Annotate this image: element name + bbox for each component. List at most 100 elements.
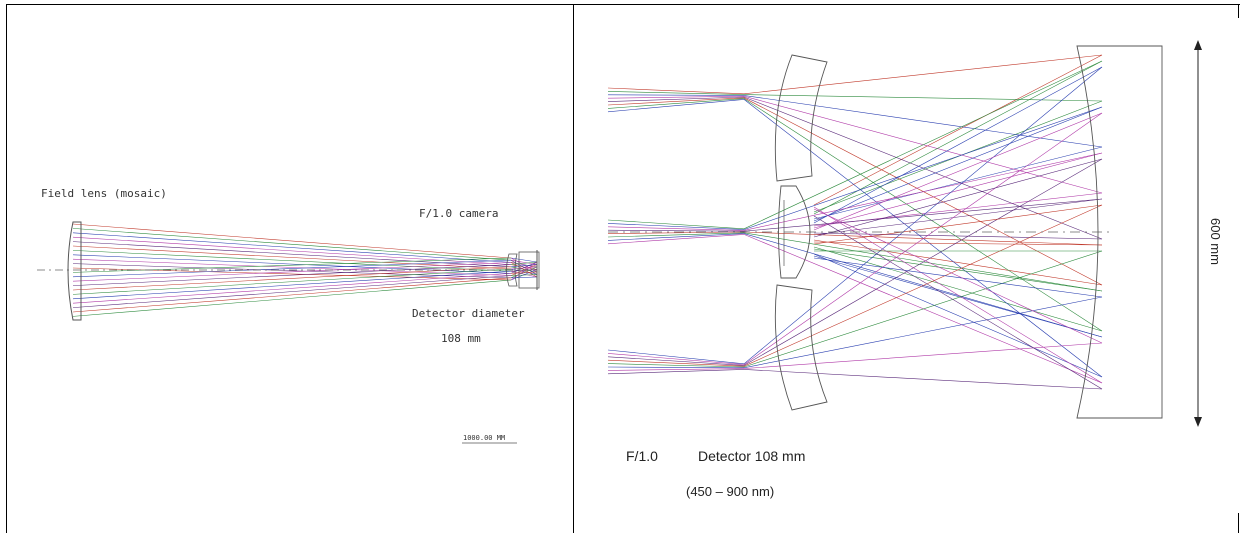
- detector-diameter-label: Detector diameter: [412, 307, 525, 320]
- light-ray: [72, 268, 512, 295]
- light-ray: [813, 241, 1103, 246]
- light-ray: [607, 234, 745, 245]
- light-ray: [72, 259, 512, 278]
- light-ray: [743, 112, 1103, 365]
- light-ray: [607, 94, 745, 96]
- light-ray: [72, 236, 512, 265]
- camera-optics-group: [506, 250, 540, 290]
- light-ray: [607, 219, 745, 230]
- light-ray: [607, 366, 745, 369]
- light-ray: [72, 232, 512, 263]
- light-ray: [72, 245, 512, 270]
- light-ray: [813, 204, 1103, 245]
- light-ray: [813, 255, 1103, 338]
- light-ray: [607, 363, 745, 368]
- light-ray: [813, 253, 1103, 378]
- camera-label: F/1.0 camera: [419, 207, 498, 220]
- light-ray: [72, 263, 512, 279]
- detector-size-label: 108 mm: [441, 332, 481, 345]
- right-ray-bundle: [607, 54, 1103, 390]
- light-ray: [813, 146, 1103, 220]
- light-ray: [743, 342, 1103, 369]
- light-ray: [607, 95, 745, 99]
- frame-left-border: [6, 4, 7, 533]
- field-lens-shape: [67, 221, 82, 321]
- light-ray: [607, 99, 745, 113]
- light-ray: [607, 96, 745, 102]
- frame-top-border: [6, 4, 1240, 5]
- light-ray: [813, 106, 1103, 222]
- light-ray: [72, 270, 512, 300]
- light-ray: [743, 54, 1103, 95]
- left-layout-diagram: Field lens (mosaic) F/1.0 camera Detecto…: [37, 187, 540, 444]
- light-ray: [813, 112, 1103, 231]
- frame-divider: [573, 4, 574, 533]
- light-ray: [72, 273, 512, 304]
- light-ray: [607, 368, 745, 371]
- light-ray: [743, 106, 1103, 230]
- light-ray: [607, 232, 745, 238]
- light-ray: [72, 223, 512, 259]
- wavelength-range-label: (450 – 900 nm): [686, 484, 774, 499]
- light-ray: [607, 349, 745, 365]
- light-ray: [813, 60, 1103, 215]
- light-ray: [510, 257, 538, 263]
- light-ray: [813, 198, 1103, 236]
- light-ray: [72, 277, 512, 313]
- left-ray-bundle: [72, 223, 538, 317]
- light-ray: [813, 257, 1103, 298]
- light-ray: [813, 246, 1103, 332]
- light-ray: [743, 158, 1103, 366]
- light-ray: [607, 356, 745, 366]
- corrector-lens-top: [774, 54, 828, 182]
- frame-right-tick-bottom: [1238, 513, 1239, 533]
- light-ray: [72, 264, 512, 286]
- light-ray: [72, 279, 512, 317]
- light-ray: [813, 158, 1103, 238]
- light-ray: [72, 258, 512, 276]
- light-ray: [607, 229, 745, 232]
- light-ray: [72, 241, 512, 268]
- light-ray: [743, 95, 1103, 148]
- light-ray: [813, 215, 1103, 390]
- field-lens-label: Field lens (mosaic): [41, 187, 167, 200]
- light-ray: [607, 353, 745, 365]
- light-ray: [813, 152, 1103, 229]
- light-ray: [813, 208, 1103, 344]
- light-ray: [72, 250, 512, 272]
- frame-right-tick-top: [1238, 4, 1239, 18]
- light-ray: [607, 87, 745, 95]
- light-ray: [607, 233, 745, 241]
- focal-ratio-label: F/1.0: [626, 448, 658, 464]
- light-ray: [813, 232, 1103, 240]
- light-ray: [743, 369, 1103, 390]
- height-dimension-arrow: [1194, 40, 1202, 427]
- light-ray: [813, 66, 1103, 224]
- light-ray: [743, 250, 1103, 368]
- light-ray: [72, 228, 512, 261]
- light-ray: [607, 359, 745, 367]
- height-dimension-label: 600 mm: [1208, 218, 1223, 265]
- light-ray: [813, 54, 1103, 206]
- light-ray: [743, 66, 1103, 365]
- light-ray: [607, 369, 745, 375]
- right-camera-diagram: 600 mm F/1.0 Detector 108 mm (450 – 900 …: [607, 40, 1223, 499]
- light-ray: [72, 262, 512, 282]
- detector-text-label: Detector 108 mm: [698, 448, 805, 464]
- light-ray: [743, 296, 1103, 369]
- light-ray: [607, 97, 745, 106]
- scale-bar-label: 1000.00 MM: [463, 434, 505, 442]
- field-flattener-lens: [778, 185, 811, 279]
- light-ray: [607, 91, 745, 95]
- light-ray: [813, 239, 1103, 286]
- light-ray: [743, 152, 1103, 231]
- light-ray: [813, 206, 1103, 384]
- light-ray: [743, 94, 1103, 102]
- corrector-lens-bottom: [774, 284, 828, 411]
- light-ray: [607, 98, 745, 109]
- light-ray: [607, 223, 745, 230]
- primary-mirror: [1076, 45, 1163, 419]
- light-ray: [607, 226, 745, 231]
- light-ray: [72, 266, 512, 291]
- light-ray: [72, 275, 512, 308]
